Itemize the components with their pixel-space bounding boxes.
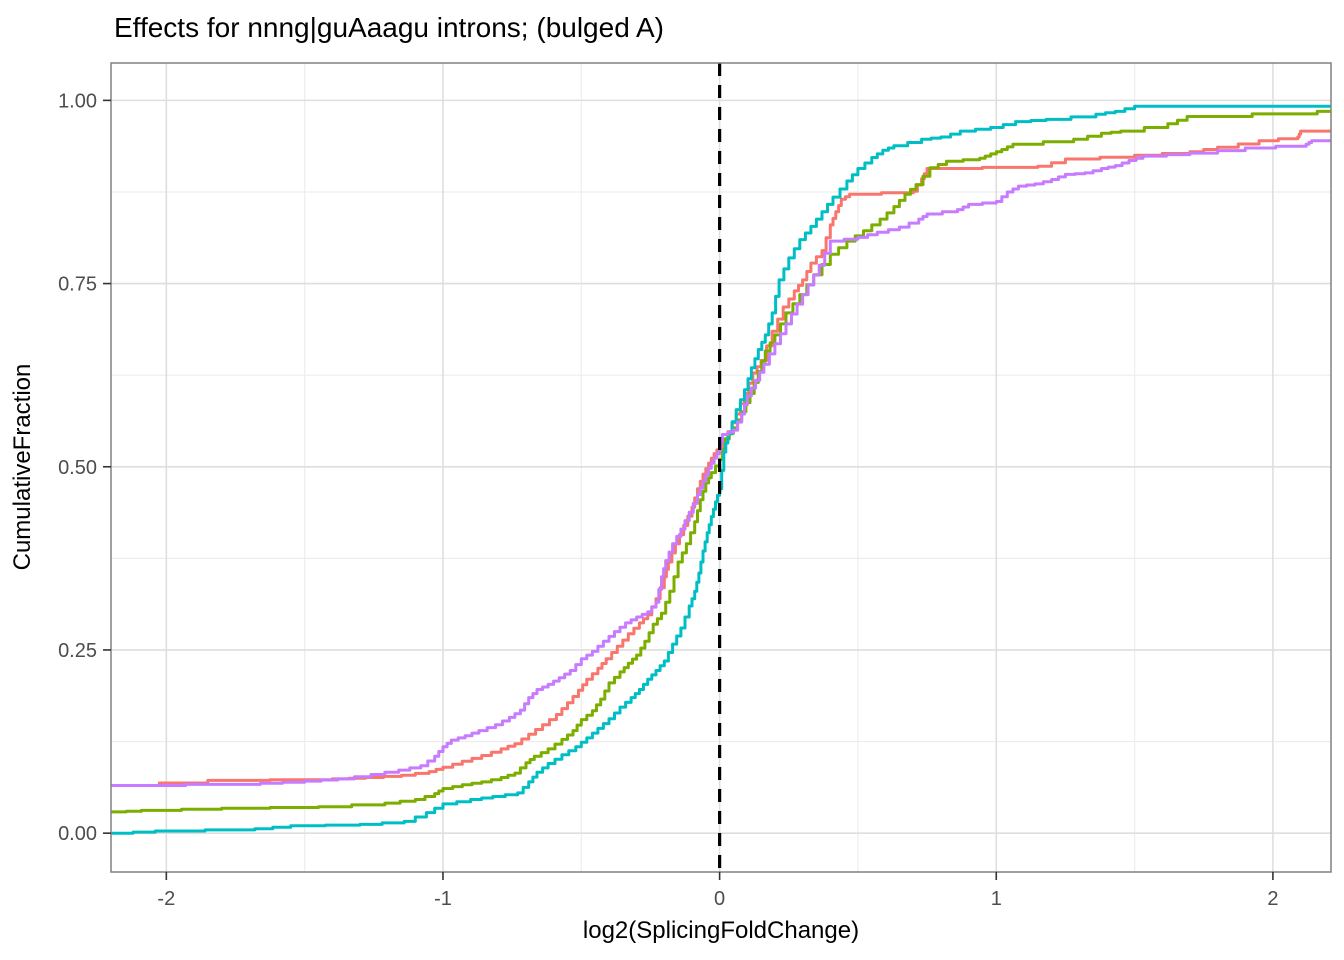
series-line-teal <box>111 104 1331 835</box>
y-axis-title: CumulativeFraction <box>9 364 36 571</box>
x-tick-label: 0 <box>714 888 725 910</box>
y-tick-label: 0.75 <box>58 274 97 296</box>
y-tick-label: 1.00 <box>58 90 97 112</box>
y-tick-labels: 0.00 0.25 0.50 0.75 1.00 <box>58 90 97 845</box>
series-lines <box>111 104 1331 835</box>
x-axis-title: log2(SplicingFoldChange) <box>583 917 859 944</box>
series-line-purple <box>111 139 1331 787</box>
x-tick-label: 1 <box>991 888 1002 910</box>
x-tick-label: 2 <box>1267 888 1278 910</box>
y-tick-label: 0.00 <box>58 823 97 845</box>
y-tick-label: 0.25 <box>58 640 97 662</box>
series-line-olive <box>111 109 1331 814</box>
axis-ticks <box>103 99 1274 880</box>
x-tick-labels: -2 -1 0 1 2 <box>157 888 1278 910</box>
y-tick-label: 0.50 <box>58 457 97 479</box>
chart-title: Effects for nnng|guAaagu introns; (bulge… <box>114 12 664 43</box>
x-tick-label: -2 <box>157 888 175 910</box>
x-tick-label: -1 <box>434 888 452 910</box>
